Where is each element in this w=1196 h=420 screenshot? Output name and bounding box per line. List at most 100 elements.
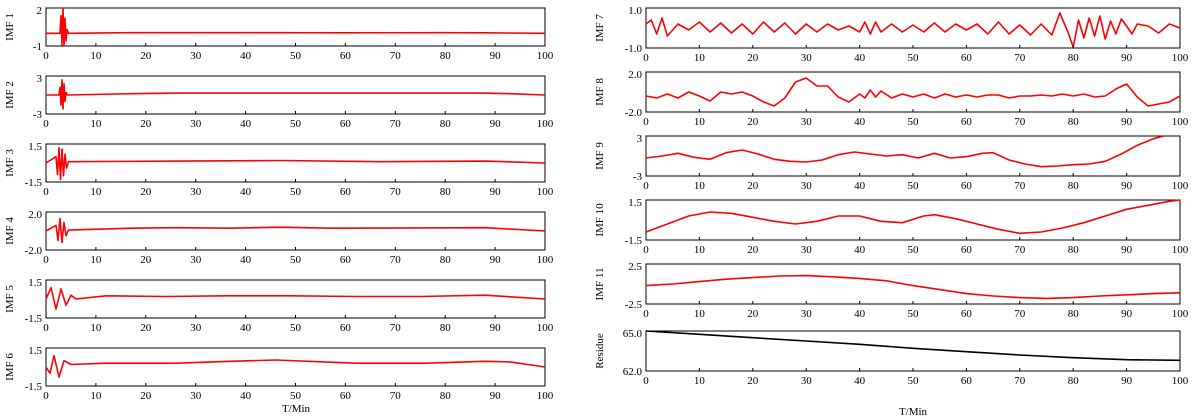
series-line-imf-10 <box>645 199 1181 235</box>
series-line-imf-8 <box>645 77 1181 107</box>
x-tick-label: 30 <box>801 244 813 256</box>
x-tick-label: 40 <box>854 116 866 128</box>
x-tick-label: 100 <box>1172 244 1189 256</box>
plot-frame <box>45 279 546 319</box>
x-tick-label: 100 <box>537 186 554 198</box>
y-axis-label: IMF 10 <box>594 203 606 237</box>
x-tick-label: 0 <box>43 50 49 62</box>
x-axis-label: T/Min <box>899 406 928 418</box>
y-tick-label: 65.0 <box>623 328 643 340</box>
x-tick-label: 60 <box>961 244 973 256</box>
x-tick-label: 60 <box>340 322 352 334</box>
x-tick-label: 80 <box>1068 375 1080 387</box>
x-tick-label: 50 <box>908 308 920 320</box>
plot-frame <box>45 143 546 183</box>
x-tick-label: 100 <box>537 50 554 62</box>
x-tick-label: 20 <box>140 118 152 130</box>
x-tick-label: 30 <box>801 180 813 192</box>
x-tick-label: 0 <box>643 52 649 64</box>
x-tick-label: 60 <box>961 375 973 387</box>
x-tick-label: 30 <box>190 186 202 198</box>
x-tick-label: 50 <box>290 50 302 62</box>
x-tick-label: 30 <box>190 390 202 402</box>
x-tick-label: 70 <box>390 186 402 198</box>
series-line-imf-4 <box>45 217 546 244</box>
x-tick-label: 20 <box>747 244 759 256</box>
x-tick-label: 40 <box>854 244 866 256</box>
x-tick-label: 40 <box>240 186 252 198</box>
x-tick-label: 40 <box>240 50 252 62</box>
x-tick-label: 100 <box>537 118 554 130</box>
x-tick-label: 20 <box>747 375 759 387</box>
y-axis-label: IMF 4 <box>4 217 16 245</box>
x-tick-label: 80 <box>1068 308 1080 320</box>
x-tick-label: 90 <box>490 50 502 62</box>
x-tick-label: 30 <box>801 52 813 64</box>
series-line-imf-7 <box>645 12 1181 48</box>
panel-imf-10: 1.5 -1.5 IMF 10 0 10 20 30 40 50 60 70 80 90 100 <box>594 197 1189 256</box>
x-tick-label: 40 <box>240 390 252 402</box>
x-tick-label: 40 <box>854 375 866 387</box>
y-axis-label: IMF 7 <box>594 14 606 42</box>
y-axis-label: IMF 1 <box>4 13 16 41</box>
plot-frame <box>645 263 1181 305</box>
x-tick-label: 80 <box>1068 52 1080 64</box>
panel-imf-4: 2.0 -2.0 IMF 4 0 10 20 30 40 50 60 70 80 90 100 <box>4 209 554 266</box>
x-tick-label: 0 <box>43 118 49 130</box>
x-tick-label: 70 <box>1014 244 1026 256</box>
y-axis-label: IMF 3 <box>4 149 16 177</box>
x-tick-label: 60 <box>340 50 352 62</box>
y-tick-label: -1.0 <box>625 43 643 55</box>
x-tick-label: 50 <box>908 116 920 128</box>
x-tick-label: 70 <box>1014 375 1026 387</box>
panel-imf-6: 1.5 -1.5 IMF 6 0 10 20 30 40 50 60 70 80 90 100 <box>4 345 554 402</box>
x-tick-label: 60 <box>340 390 352 402</box>
y-tick-label: -2.0 <box>625 107 643 119</box>
x-tick-label: 100 <box>537 322 554 334</box>
x-tick-label: 10 <box>90 254 102 266</box>
x-tick-label: 20 <box>140 254 152 266</box>
y-tick-label: 2 <box>37 5 43 17</box>
x-tick-label: 0 <box>43 322 49 334</box>
x-tick-label: 50 <box>290 186 302 198</box>
x-tick-label: 0 <box>643 116 649 128</box>
y-tick-label: 2.5 <box>628 261 642 273</box>
x-tick-label: 10 <box>694 244 706 256</box>
x-tick-label: 40 <box>854 308 866 320</box>
plot-frame <box>645 135 1181 177</box>
x-tick-label: 50 <box>290 322 302 334</box>
x-tick-label: 20 <box>140 50 152 62</box>
x-tick-label: 10 <box>694 180 706 192</box>
series-line-imf-2 <box>46 79 546 110</box>
x-tick-label: 90 <box>490 186 502 198</box>
x-tick-label: 0 <box>643 244 649 256</box>
y-tick-label: -1.5 <box>25 313 43 325</box>
x-tick-label: 40 <box>240 322 252 334</box>
x-tick-label: 20 <box>747 308 759 320</box>
x-tick-label: 70 <box>390 390 402 402</box>
x-tick-label: 0 <box>643 180 649 192</box>
x-tick-label: 10 <box>90 186 102 198</box>
x-tick-label: 70 <box>390 322 402 334</box>
x-tick-label: 70 <box>390 254 402 266</box>
y-tick-label: 1.0 <box>628 5 642 17</box>
panel-imf-8: 2.0 -2.0 IMF 8 0 10 20 30 40 50 60 70 80 90 100 <box>594 69 1189 128</box>
y-axis-label: Residue <box>594 333 606 369</box>
y-tick-label: 3 <box>637 133 643 145</box>
x-tick-label: 60 <box>340 118 352 130</box>
x-tick-label: 10 <box>694 116 706 128</box>
series-line-imf-1 <box>46 7 546 47</box>
panel-imf-3: 1.5 -1.5 IMF 3 0 10 20 30 40 50 60 70 80 90 100 <box>4 141 554 198</box>
x-tick-label: 50 <box>908 244 920 256</box>
y-tick-label: 62.0 <box>623 366 643 378</box>
x-tick-label: 40 <box>854 180 866 192</box>
x-tick-label: 60 <box>961 52 973 64</box>
y-tick-label: -1.5 <box>25 177 43 189</box>
x-tick-label: 20 <box>747 52 759 64</box>
x-tick-label: 30 <box>801 116 813 128</box>
y-tick-label: 1.5 <box>28 277 42 289</box>
panel-imf-1: 2 -1 IMF 1 0 10 20 30 40 50 60 70 80 90 100 <box>4 5 554 62</box>
x-tick-label: 90 <box>1121 180 1133 192</box>
y-axis-label: IMF 9 <box>594 142 606 170</box>
